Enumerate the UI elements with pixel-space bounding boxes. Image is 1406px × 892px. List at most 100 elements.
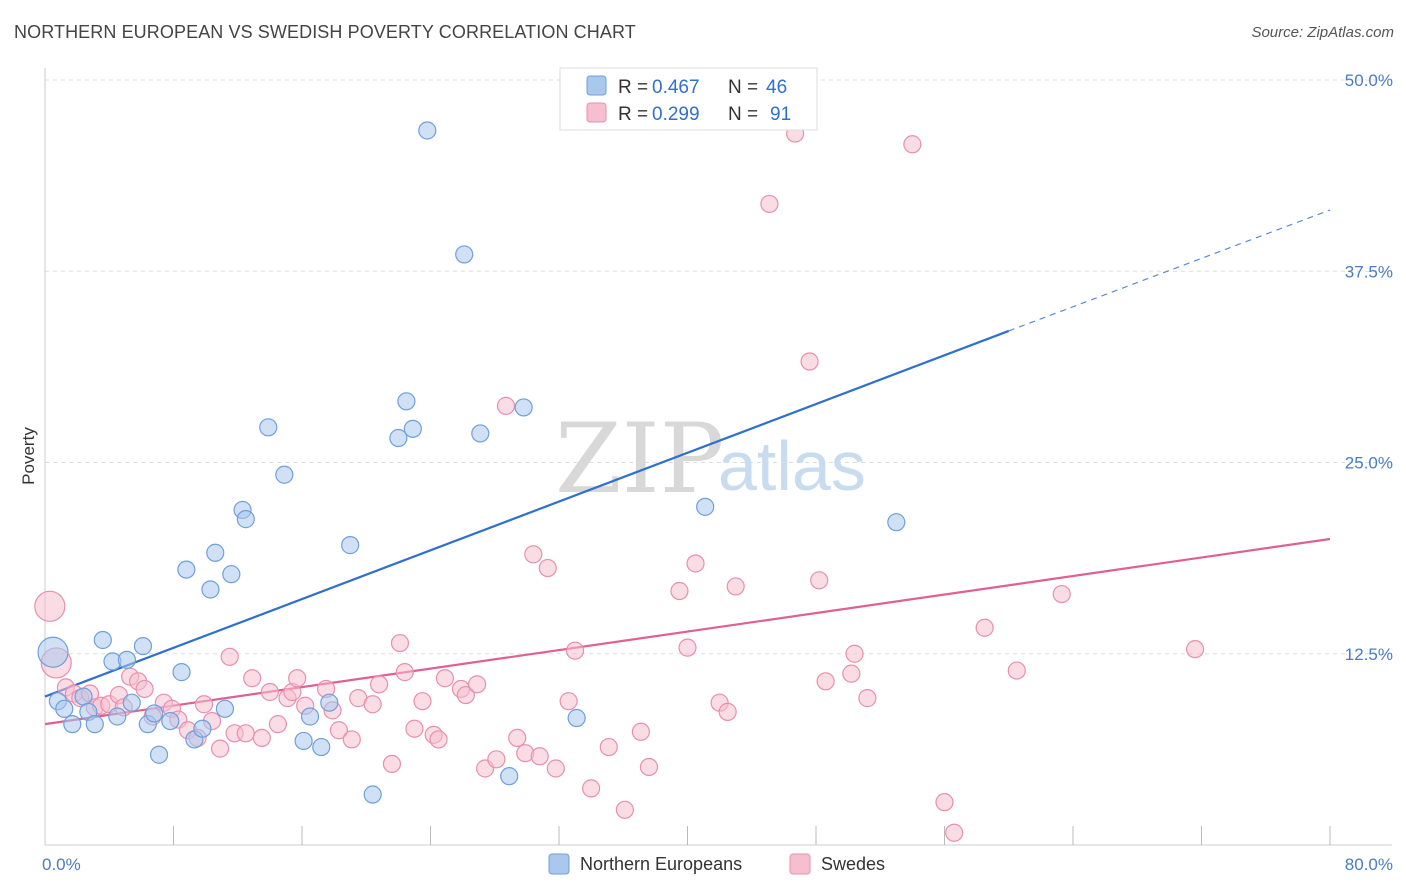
point-northern-europeans [215, 699, 234, 718]
point-swedes [382, 754, 402, 774]
point-northern-europeans [294, 731, 313, 751]
trend-line-northern-europeans-extension [1008, 209, 1331, 332]
point-swedes [487, 750, 506, 769]
point-northern-europeans [149, 745, 169, 764]
point-swedes [546, 759, 565, 778]
point-northern-europeans [500, 767, 519, 786]
point-swedes [559, 692, 578, 711]
point-swedes [935, 793, 954, 812]
point-northern-europeans [320, 693, 339, 712]
point-swedes [34, 590, 66, 622]
legend-n-value: 91 [770, 104, 791, 125]
point-swedes [845, 644, 864, 663]
watermark-atlas: atlas [718, 427, 866, 505]
point-swedes [760, 194, 779, 214]
point-swedes [135, 679, 154, 699]
point-swedes [639, 757, 659, 777]
bottom-legend: Northern Europeans Swedes [548, 853, 885, 875]
point-swedes [342, 730, 361, 749]
point-northern-europeans [363, 785, 382, 804]
point-swedes [260, 682, 279, 702]
point-northern-europeans [403, 419, 422, 438]
point-swedes [582, 779, 601, 798]
point-swedes [530, 747, 549, 766]
point-swedes [194, 695, 214, 714]
point-northern-europeans [201, 580, 220, 599]
point-swedes [429, 730, 448, 749]
legend-r-label: R = [618, 104, 648, 125]
y-tick-label: 37.5% [1345, 262, 1393, 281]
point-northern-europeans [161, 711, 180, 731]
watermark: ZIP atlas [555, 403, 866, 515]
point-swedes [686, 554, 705, 573]
point-swedes [405, 719, 424, 738]
point-northern-europeans [341, 536, 360, 555]
point-swedes [670, 581, 689, 601]
point-swedes [370, 675, 389, 694]
point-northern-europeans [55, 699, 74, 718]
point-swedes [816, 672, 835, 691]
y-tick-label: 50.0% [1345, 71, 1393, 90]
point-northern-europeans [122, 693, 141, 712]
grid [45, 79, 1392, 655]
point-swedes [718, 702, 737, 721]
point-swedes [243, 669, 262, 688]
point-northern-europeans [37, 636, 69, 668]
legend-swatch-swedes [586, 102, 607, 123]
x-tick-label: 0.0% [42, 855, 81, 874]
point-swedes [252, 728, 271, 748]
point-northern-europeans [108, 707, 127, 726]
bottom-legend-northern-europeans: Northern Europeans [580, 854, 742, 874]
point-swedes [538, 558, 557, 578]
legend-r-value: 0.467 [652, 77, 700, 98]
point-swedes [508, 728, 527, 748]
legend-r-label: R = [618, 77, 648, 98]
point-swedes [268, 715, 288, 734]
point-swedes [390, 633, 410, 653]
point-swedes [435, 669, 455, 688]
point-northern-europeans [471, 424, 490, 443]
bottom-legend-swedes: Swedes [821, 854, 885, 874]
point-swedes [456, 685, 475, 705]
point-northern-europeans [85, 715, 104, 734]
y-tick-label: 25.0% [1345, 454, 1393, 473]
legend-swatch-northern-europeans [586, 75, 607, 96]
point-swedes [1007, 661, 1026, 680]
point-northern-europeans [236, 510, 255, 529]
point-swedes [288, 669, 307, 688]
y-tick-label: 12.5% [1345, 645, 1393, 664]
legend-n-label: N = [728, 77, 758, 98]
point-swedes [565, 641, 585, 660]
point-swedes [236, 724, 255, 743]
point-swedes [631, 722, 651, 741]
point-northern-europeans [887, 513, 906, 532]
point-northern-europeans [397, 392, 416, 411]
point-northern-europeans [514, 398, 533, 417]
point-northern-europeans [63, 715, 82, 734]
point-swedes [329, 721, 349, 740]
point-swedes [903, 135, 922, 154]
y-axis-title: Poverty [19, 427, 38, 485]
point-northern-europeans [117, 650, 137, 669]
point-northern-europeans [300, 707, 320, 726]
bottom-legend-swatch-swedes [789, 853, 811, 875]
point-northern-europeans [418, 121, 437, 140]
point-swedes [524, 545, 543, 564]
point-northern-europeans [259, 418, 278, 437]
point-northern-europeans [193, 719, 212, 738]
chart-title: NORTHERN EUROPEAN VS SWEDISH POVERTY COR… [14, 22, 636, 42]
point-swedes [975, 618, 994, 637]
point-swedes [1052, 584, 1071, 604]
point-swedes [858, 689, 877, 708]
x-tick-label: 80.0% [1345, 855, 1393, 874]
point-swedes [1185, 640, 1205, 659]
point-northern-europeans [389, 428, 408, 448]
point-northern-europeans [206, 543, 225, 562]
point-swedes [615, 800, 634, 819]
point-northern-europeans [312, 737, 331, 757]
point-northern-europeans [455, 245, 474, 264]
legend-n-value: 46 [766, 77, 787, 98]
point-northern-europeans [93, 630, 112, 650]
point-northern-europeans [74, 687, 93, 706]
